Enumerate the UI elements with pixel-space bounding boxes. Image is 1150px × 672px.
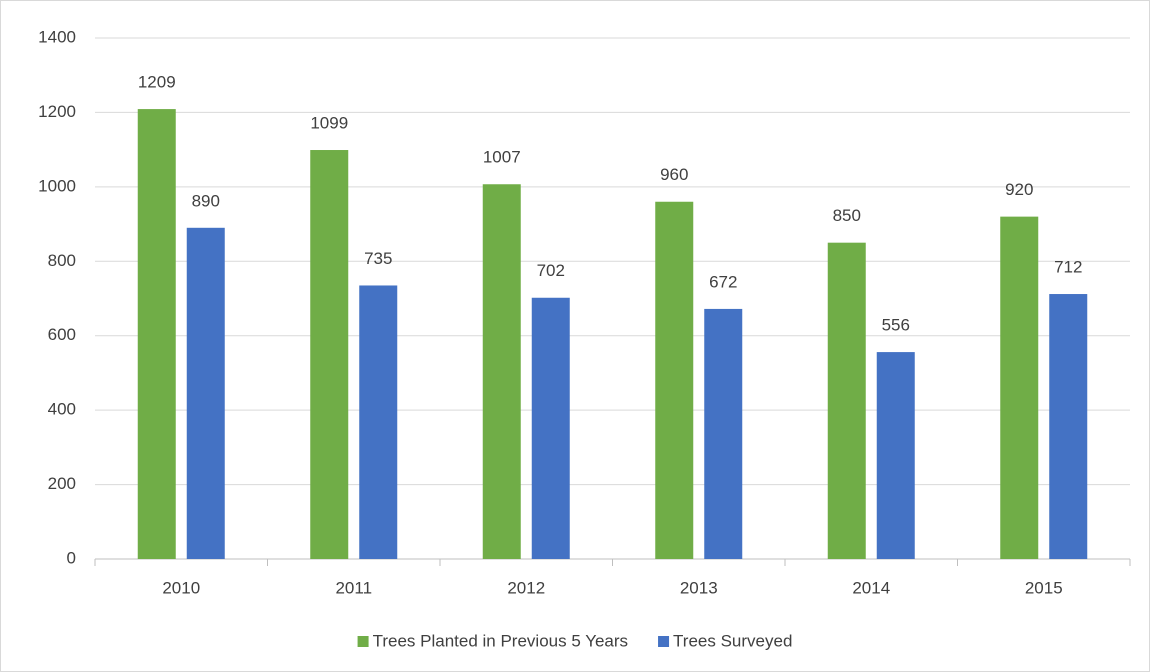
y-tick-label: 1000 xyxy=(38,176,76,195)
y-tick-label: 200 xyxy=(48,474,76,493)
data-label: 1099 xyxy=(310,113,348,132)
data-label: 672 xyxy=(709,272,737,291)
data-label: 1007 xyxy=(483,148,521,167)
bar xyxy=(531,297,570,559)
data-label: 1209 xyxy=(138,73,176,92)
data-label: 890 xyxy=(192,191,220,210)
y-tick-label: 400 xyxy=(48,400,76,419)
legend-swatch xyxy=(658,636,670,647)
data-label: 920 xyxy=(1005,180,1033,199)
y-tick-label: 800 xyxy=(48,251,76,270)
data-label: 556 xyxy=(882,316,910,335)
data-label: 735 xyxy=(364,249,392,268)
bar xyxy=(1049,294,1088,559)
y-tick-label: 1200 xyxy=(38,102,76,121)
bar xyxy=(359,285,398,559)
data-label: 960 xyxy=(660,165,688,184)
bar xyxy=(137,109,176,559)
bar xyxy=(1000,216,1039,559)
data-label: 712 xyxy=(1054,258,1082,277)
y-tick-label: 0 xyxy=(67,548,76,567)
bar xyxy=(876,352,915,559)
x-tick-label: 2012 xyxy=(507,578,545,597)
legend-label: Trees Surveyed xyxy=(673,631,792,650)
x-tick-label: 2015 xyxy=(1025,578,1063,597)
data-label: 850 xyxy=(833,206,861,225)
data-label: 702 xyxy=(537,261,565,280)
x-tick-label: 2011 xyxy=(335,578,372,597)
bar xyxy=(655,201,694,559)
y-tick-label: 600 xyxy=(48,325,76,344)
bar xyxy=(482,184,521,559)
bar xyxy=(827,242,866,559)
legend-swatch xyxy=(357,636,369,647)
x-tick-label: 2014 xyxy=(852,578,890,597)
bar xyxy=(704,308,743,559)
bar xyxy=(310,150,349,559)
x-tick-label: 2010 xyxy=(162,578,200,597)
y-tick-label: 1400 xyxy=(38,27,76,46)
bar xyxy=(186,227,225,560)
x-tick-label: 2013 xyxy=(680,578,718,597)
legend-label: Trees Planted in Previous 5 Years xyxy=(373,631,628,650)
